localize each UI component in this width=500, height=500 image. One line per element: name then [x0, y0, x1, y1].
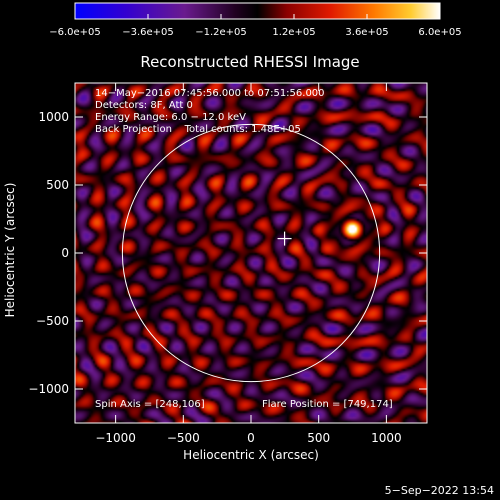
y-tick-label: 1000: [38, 110, 69, 124]
chart-title: Reconstructed RHESSI Image: [140, 53, 360, 71]
annotation-method: Back Projection: [95, 124, 172, 135]
annotation-method-row: Back Projection Total counts: 1.48E+05: [95, 124, 325, 136]
colorbar-tick-label: 6.0e+05: [418, 27, 461, 38]
footer-timestamp: 5−Sep−2022 13:54: [384, 484, 494, 497]
colorbar-tick-label: −1.2e+05: [195, 27, 247, 38]
x-tick-label: 0: [247, 431, 255, 445]
colorbar-ticks: −6.0e+05 −3.6e+05 −1.2e+05 1.2e+05 3.6e+05 6.…: [49, 14, 462, 38]
colorbar: [74, 2, 441, 20]
annotation-total-counts: Total counts: 1.48E+05: [184, 124, 301, 135]
y-tick-label: 500: [46, 178, 69, 192]
y-tick-label: −500: [36, 314, 69, 328]
annotation-detectors: Detectors: 8F, Att 0: [95, 100, 193, 111]
spin-axis-label: Spin Axis = [248,106]: [95, 399, 205, 410]
x-tick-label: 1000: [371, 431, 402, 445]
spin-axis-marker: [277, 231, 292, 246]
x-tick-label: −500: [167, 431, 200, 445]
x-tick-label: −1000: [95, 431, 136, 445]
y-axis-label: Heliocentric Y (arcsec): [3, 182, 17, 318]
annotation-block: 14−May−2016 07:45:56.000 to 07:51:56.000…: [95, 88, 325, 136]
x-tick-label: 500: [307, 431, 330, 445]
colorbar-tick-label: 3.6e+05: [345, 27, 388, 38]
colorbar-tick-label: −6.0e+05: [49, 27, 101, 38]
x-axis-label: Heliocentric X (arcsec): [183, 448, 319, 462]
annotation-energy-range: Energy Range: 6.0 − 12.0 keV: [95, 112, 246, 123]
annotation-time-range: 14−May−2016 07:45:56.000 to 07:51:56.000: [95, 88, 325, 99]
colorbar-tick-label: −3.6e+05: [122, 27, 174, 38]
axis-ticks: −1000 −500 0 500 1000 −1000 −500 0 500 1000: [28, 83, 427, 445]
colorbar-tick-label: 1.2e+05: [272, 27, 315, 38]
y-tick-label: 0: [61, 246, 69, 260]
heatmap-image: [75, 83, 427, 423]
y-tick-label: −1000: [28, 382, 69, 396]
flare-position-label: Flare Position = [749,174]: [262, 399, 393, 410]
solar-limb-circle: [121, 123, 381, 383]
